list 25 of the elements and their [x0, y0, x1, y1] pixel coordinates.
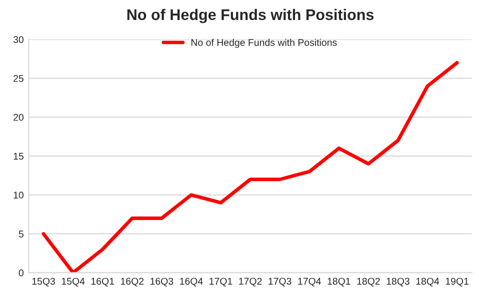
line-series: [42, 60, 459, 273]
x-tick-label: 16Q3: [150, 278, 174, 286]
y-tick-label: 5: [18, 230, 24, 238]
y-tick-label: 20: [14, 114, 24, 121]
x-tick-label: 15Q3: [32, 278, 55, 286]
x-tick-label: 18Q1: [328, 278, 350, 286]
y-tick-label: 30: [13, 36, 24, 44]
chart-title: No of Hedge Funds with Positions: [127, 8, 374, 24]
y-tick-label: 10: [14, 192, 24, 199]
legend-label: No of Hedge Funds with Positions: [191, 38, 337, 48]
x-tick-label: 17Q2: [239, 278, 262, 286]
x-tick-label: 16Q1: [91, 278, 114, 286]
x-tick-label: 18Q3: [386, 278, 410, 286]
x-tick-label: 17Q4: [298, 278, 321, 286]
x-tick-label: 16Q2: [120, 278, 144, 286]
x-tick-label: 18Q4: [416, 278, 440, 286]
y-tick-label: 0: [18, 269, 24, 276]
x-tick-label: 17Q3: [268, 278, 292, 286]
y-tick-label: 15: [14, 152, 24, 160]
x-tick-label: 15Q4: [62, 278, 85, 286]
x-tick-label: 18Q2: [357, 278, 380, 286]
x-tick-label: 16Q4: [180, 278, 203, 286]
x-tick-label: 17Q1: [210, 278, 232, 286]
x-tick-label: 19Q1: [446, 278, 468, 286]
y-tick-label: 25: [14, 75, 24, 82]
